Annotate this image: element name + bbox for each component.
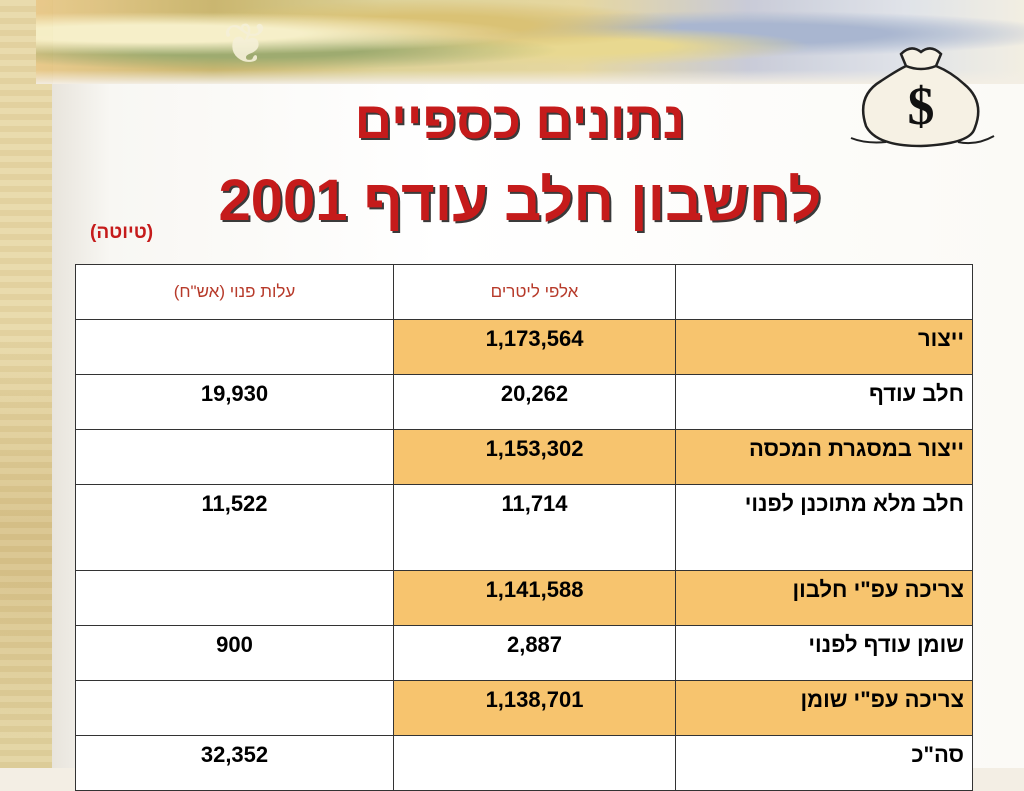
table-header-row: אלפי ליטרים עלות פנוי (אש"ח) [75, 264, 973, 320]
row-name: צריכה עפ"י חלבון [675, 570, 973, 626]
row-cost: 11,522 [75, 484, 394, 571]
row-name: סה"כ [675, 735, 973, 791]
row-name: שומן עודף לפנוי [675, 625, 973, 681]
row-name: חלב עודף [675, 374, 973, 430]
top-decorative-banner: ❦ [36, 0, 1024, 84]
row-cost: 32,352 [75, 735, 394, 791]
slide-title-line1: נתונים כספיים [354, 92, 686, 150]
row-liters [393, 735, 676, 791]
row-cost [75, 680, 394, 736]
row-name: ייצור [675, 319, 973, 375]
money-bag-icon: $ [850, 47, 995, 148]
header-cost: עלות פנוי (אש"ח) [75, 264, 394, 320]
left-decorative-strip [0, 0, 53, 768]
row-liters: 1,173,564 [393, 319, 676, 375]
table-row: ייצור במסגרת המכסה 1,153,302 [75, 429, 973, 485]
header-name [675, 264, 973, 320]
row-cost [75, 319, 394, 375]
financial-table: אלפי ליטרים עלות פנוי (אש"ח) ייצור 1,173… [75, 264, 973, 791]
table-row: ייצור 1,173,564 [75, 319, 973, 375]
leaf-icon: ❦ [222, 12, 270, 75]
row-liters: 2,887 [393, 625, 676, 681]
table-row: צריכה עפ"י שומן 1,138,701 [75, 680, 973, 736]
slide-title-line2: לחשבון חלב עודף 2001 [218, 168, 822, 233]
table-row: חלב מלא מתוכנן לפנוי 11,714 11,522 [75, 484, 973, 571]
row-cost: 900 [75, 625, 394, 681]
row-name: ייצור במסגרת המכסה [675, 429, 973, 485]
row-liters: 1,153,302 [393, 429, 676, 485]
draft-label: (טיוטה) [90, 222, 154, 243]
row-cost [75, 429, 394, 485]
row-name: חלב מלא מתוכנן לפנוי [675, 484, 973, 571]
row-liters: 1,138,701 [393, 680, 676, 736]
table-row: צריכה עפ"י חלבון 1,141,588 [75, 570, 973, 626]
row-name: צריכה עפ"י שומן [675, 680, 973, 736]
row-liters: 20,262 [393, 374, 676, 430]
row-liters: 11,714 [393, 484, 676, 571]
row-liters: 1,141,588 [393, 570, 676, 626]
header-liters: אלפי ליטרים [393, 264, 676, 320]
table-row: חלב עודף 20,262 19,930 [75, 374, 973, 430]
table-row: שומן עודף לפנוי 2,887 900 [75, 625, 973, 681]
row-cost: 19,930 [75, 374, 394, 430]
row-cost [75, 570, 394, 626]
table-row: סה"כ 32,352 [75, 735, 973, 791]
dollar-sign: $ [908, 76, 935, 136]
